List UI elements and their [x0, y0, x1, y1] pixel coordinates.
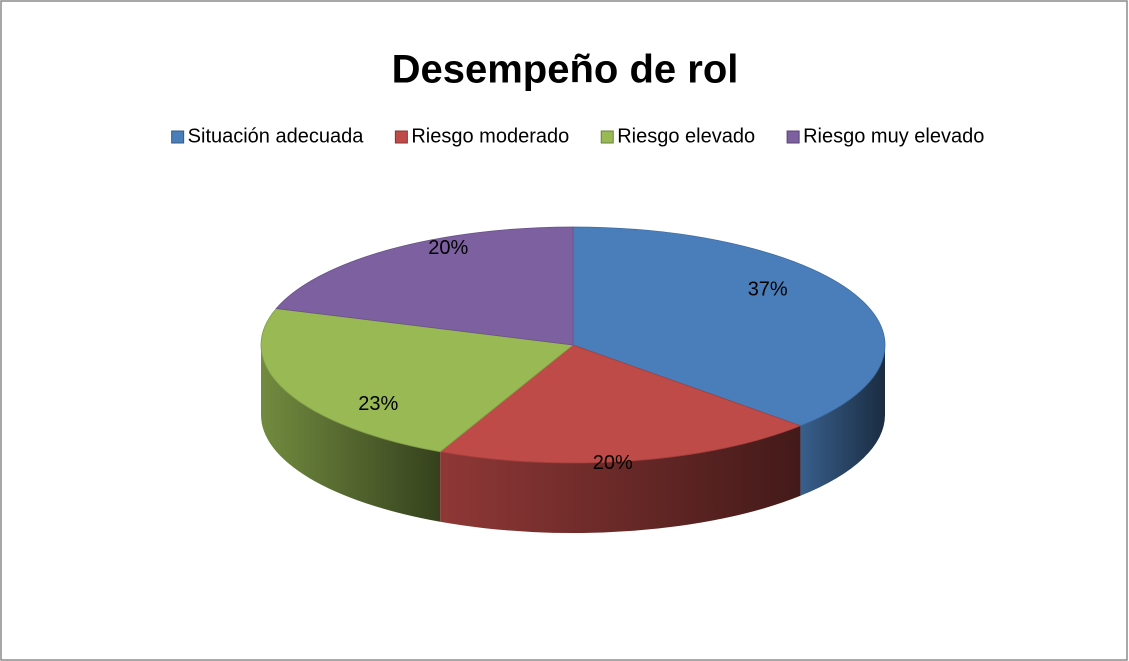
- legend-label: Riesgo moderado: [411, 125, 569, 147]
- legend-label: Riesgo muy elevado: [803, 125, 984, 147]
- chart-title: Desempeño de rol: [392, 48, 739, 92]
- pie-slice: [572, 226, 886, 427]
- pie-slice: [439, 344, 802, 464]
- legend-label: Riesgo elevado: [617, 125, 755, 147]
- legend-swatch: [786, 130, 800, 144]
- pie-slice-side: [800, 345, 885, 496]
- data-label: 20%: [428, 237, 468, 259]
- legend-label: Situación adecuada: [188, 125, 365, 147]
- legend-swatch: [394, 130, 408, 144]
- pie-slice-side: [440, 425, 801, 533]
- pie-slice: [275, 226, 574, 346]
- data-label: 23%: [358, 393, 398, 415]
- legend-swatch: [171, 130, 185, 144]
- data-label: 20%: [593, 452, 633, 474]
- pie-slice-side: [261, 345, 441, 522]
- legend-swatch: [600, 130, 614, 144]
- data-label: 37%: [748, 278, 788, 300]
- pie-slice: [260, 308, 574, 453]
